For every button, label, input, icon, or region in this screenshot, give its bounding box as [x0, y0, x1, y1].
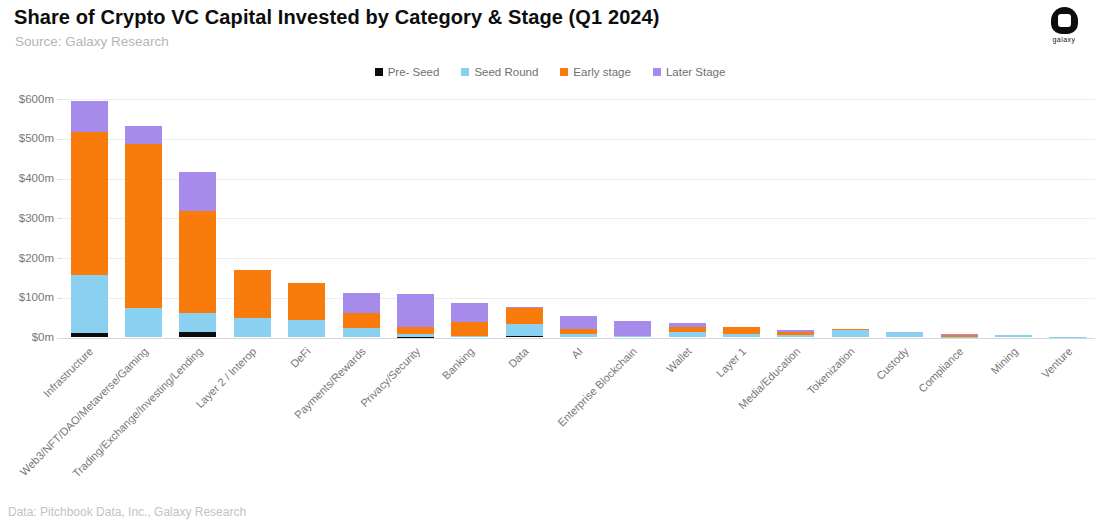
y-axis-label: $400m: [0, 171, 54, 186]
bar-segment-later-stage: [614, 321, 651, 336]
bar-segment-later-stage: [777, 330, 814, 332]
bar-segment-seed-round: [614, 336, 651, 338]
x-axis-label: Layer 1: [714, 345, 748, 379]
y-axis-tick: [57, 338, 62, 339]
gridline-400: [62, 179, 1095, 180]
x-axis-label: Infrastructure: [41, 345, 95, 399]
x-axis-label: Enterprise Blockchain: [556, 345, 640, 429]
x-axis-label: DeFi: [288, 345, 313, 370]
gridline-500: [62, 139, 1095, 140]
bar-segment-early-stage: [71, 132, 108, 275]
bar-segment-seed-round: [179, 313, 216, 332]
bar-segment-later-stage: [71, 101, 108, 132]
bar-segment-early-stage: [560, 329, 597, 334]
x-axis-label: Privacy/Security: [358, 345, 422, 409]
bar-segment-later-stage: [451, 303, 488, 322]
bar-segment-pre--seed: [506, 336, 543, 337]
gridline-100: [62, 298, 1095, 299]
gridline-200: [62, 258, 1095, 259]
y-axis-tick: [57, 179, 62, 180]
bar-segment-later-stage: [397, 294, 434, 327]
bar-segment-later-stage: [560, 316, 597, 329]
bar-segment-seed-round: [506, 324, 543, 336]
x-axis-label: Mining: [989, 345, 1020, 376]
bar-segment-early-stage: [777, 332, 814, 336]
y-axis-label: $300m: [0, 211, 54, 226]
x-axis-label: Banking: [440, 345, 477, 382]
y-axis-label: $0m: [0, 330, 54, 345]
bar-segment-pre--seed: [71, 333, 108, 337]
gridline-600: [62, 99, 1095, 100]
bar-segment-early-stage: [397, 327, 434, 334]
bar-segment-seed-round: [343, 328, 380, 337]
bar-segment-early-stage: [234, 270, 271, 318]
bar-segment-later-stage: [941, 334, 978, 335]
bar-segment-early-stage: [941, 335, 978, 337]
x-axis-label: Venture: [1039, 345, 1074, 380]
y-axis-label: $500m: [0, 131, 54, 146]
bar-segment-later-stage: [343, 293, 380, 314]
bar-segment-early-stage: [506, 308, 543, 324]
gridline-300: [62, 218, 1095, 219]
x-axis-label: Wallet: [664, 345, 694, 375]
y-axis-tick: [57, 218, 62, 219]
bar-segment-later-stage: [669, 323, 706, 327]
x-axis-label: Data: [506, 345, 531, 370]
bar-segment-seed-round: [397, 334, 434, 337]
bar-segment-seed-round: [777, 335, 814, 337]
y-axis-label: $600m: [0, 92, 54, 107]
bar-segment-seed-round: [669, 332, 706, 338]
bar-segment-seed-round: [451, 336, 488, 338]
bar-segment-seed-round: [832, 330, 869, 338]
bar-segment-early-stage: [343, 313, 380, 328]
bar-segment-early-stage: [723, 327, 760, 334]
bar-segment-seed-round: [125, 308, 162, 337]
bar-segment-seed-round: [723, 334, 760, 338]
bar-segment-seed-round: [995, 335, 1032, 337]
bar-segment-early-stage: [179, 211, 216, 313]
x-axis-label: Tokenization: [805, 345, 857, 397]
y-axis-tick: [57, 139, 62, 140]
footer-attribution: Data: Pitchbook Data, Inc., Galaxy Resea…: [8, 505, 246, 519]
y-axis-label: $100m: [0, 290, 54, 305]
bar-segment-pre--seed: [397, 337, 434, 338]
bar-segment-early-stage: [669, 327, 706, 332]
bar-segment-later-stage: [125, 126, 162, 144]
bar-segment-seed-round: [886, 332, 923, 338]
y-axis-label: $200m: [0, 251, 54, 266]
stacked-bar-chart: $0m $100m $200m $300m $400m $500m $600m Infrast…: [0, 0, 1100, 524]
bar-segment-early-stage: [288, 283, 325, 320]
y-axis-tick: [57, 298, 62, 299]
bar-segment-seed-round: [288, 320, 325, 338]
bar-segment-seed-round: [71, 275, 108, 333]
bar-segment-early-stage: [451, 322, 488, 336]
x-axis-label: Custody: [874, 345, 911, 382]
page: Share of Crypto VC Capital Invested by C…: [0, 0, 1100, 524]
x-axis-label: Compliance: [916, 345, 966, 395]
y-axis-tick: [57, 99, 62, 100]
x-axis-label: AI: [569, 345, 585, 361]
bar-segment-early-stage: [125, 144, 162, 309]
bar-segment-seed-round: [560, 334, 597, 337]
bar-segment-later-stage: [179, 172, 216, 212]
y-axis-tick: [57, 258, 62, 259]
bar-segment-seed-round: [234, 318, 271, 337]
bar-segment-later-stage: [506, 307, 543, 308]
bar-segment-pre--seed: [179, 332, 216, 337]
gridline-0: [62, 338, 1095, 339]
